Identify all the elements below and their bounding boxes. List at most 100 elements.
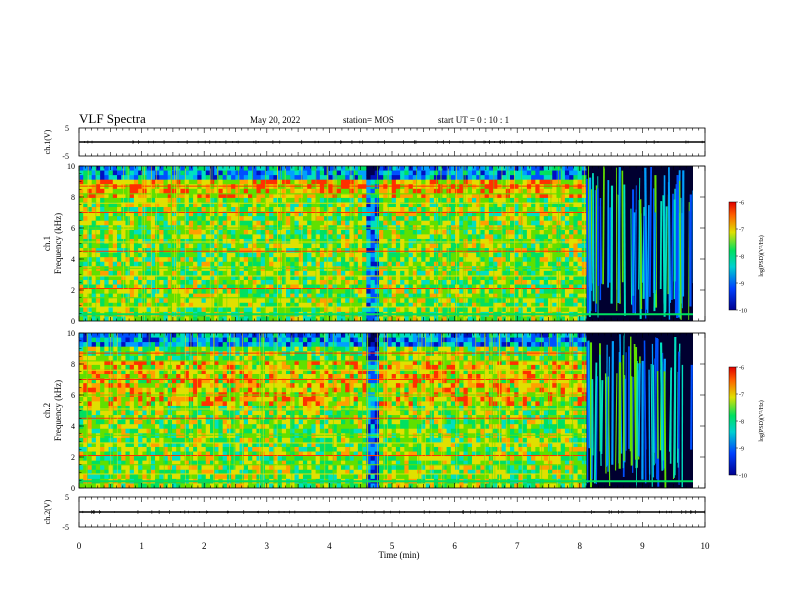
spectrogram-cell (357, 234, 363, 240)
spectrogram-cell (429, 234, 435, 240)
spectrogram-cell (531, 220, 536, 226)
spectrogram-cell (560, 234, 566, 240)
spectrogram-cell (387, 261, 393, 267)
spectrogram-cell (535, 211, 540, 217)
spectrogram-cell (336, 207, 342, 212)
spectrogram-cell (493, 275, 498, 281)
spectrogram-cell (125, 170, 131, 176)
spectrogram-cell (193, 193, 198, 199)
spectrogram-cell (129, 302, 135, 308)
spectrogram-cell (260, 184, 266, 190)
spectrogram-cell (91, 234, 97, 240)
spectrogram-cell (383, 284, 388, 290)
spectrogram-cell (298, 279, 304, 285)
spectrogram-cell (256, 207, 262, 212)
spectrogram-cell (133, 179, 139, 185)
spectrogram-cell (522, 220, 528, 226)
spectrogram-cell (488, 234, 494, 240)
spectrogram-cell (400, 238, 405, 244)
spectrogram-cell (188, 279, 194, 285)
spectrogram-cell (95, 483, 101, 488)
spectrogram-cell (535, 238, 540, 244)
spectrogram-cell (353, 257, 359, 263)
spectrogram-cell (438, 302, 443, 308)
spectrogram-cell (264, 234, 270, 240)
spectrogram-cell (459, 166, 464, 171)
spectrogram-cell (463, 289, 469, 295)
spectrogram-cell (83, 202, 88, 208)
spectrogram-cell (290, 184, 295, 190)
spectrogram-cell (125, 302, 131, 308)
spectrogram-cell (497, 184, 502, 190)
spectrogram-cell (79, 193, 84, 199)
spectrogram-cell (357, 184, 363, 190)
spectrogram-cell (522, 284, 528, 290)
spectrogram-cell (577, 307, 583, 313)
spectrogram-cell (328, 302, 333, 308)
spectrogram-cell (324, 207, 329, 212)
spectrogram-cell (167, 220, 173, 226)
spectrogram-cell (324, 248, 329, 254)
spectrogram-cell (100, 229, 105, 235)
spectrogram-cell (577, 216, 583, 222)
spectrogram-cell (218, 316, 224, 321)
spectrogram-cell (188, 216, 194, 222)
spectrogram-cell (328, 216, 333, 222)
spectrogram-cell (281, 179, 287, 185)
spectrogram-cell (374, 188, 380, 194)
spectrogram-cell (442, 279, 448, 285)
spectrogram-cell (108, 243, 114, 249)
spectrogram-cell (349, 216, 355, 222)
spectrogram-cell (324, 252, 329, 258)
spectrogram-cell (467, 270, 473, 276)
spectrogram-cell (357, 238, 363, 244)
spectrogram-cell (383, 289, 388, 295)
spectrogram-cell (362, 298, 367, 304)
spectrogram-cell (324, 238, 329, 244)
spectrogram-cell (577, 202, 583, 208)
spectrogram-cell (353, 234, 359, 240)
spectrogram-cell (387, 170, 393, 176)
spectrogram-cell (395, 188, 401, 194)
spectrogram-cell (518, 298, 524, 304)
spectrogram-cell (535, 216, 540, 222)
spectrogram-cell (218, 175, 224, 181)
spectrogram-cell (328, 175, 333, 181)
spectrogram-cell (412, 238, 418, 244)
spectrogram-cell (260, 284, 266, 290)
spectrogram-cell (243, 184, 249, 190)
spectrogram-cell (417, 257, 422, 263)
spectrogram-cell (188, 248, 194, 254)
spectrogram-cell (417, 175, 422, 181)
spectrogram-cell (150, 298, 156, 304)
spectrogram-cell (476, 207, 481, 212)
spectrogram-cell (374, 197, 380, 203)
spectrogram-cell (463, 175, 469, 181)
spectrogram-cell (193, 229, 198, 235)
spectrogram-cell (243, 270, 249, 276)
spectrogram-cell (522, 257, 528, 263)
spectrogram-cell (577, 238, 583, 244)
spectrogram-cell (340, 234, 346, 240)
spectrogram-cell (328, 298, 333, 304)
spectrogram-cell (87, 298, 93, 304)
spectrogram-cell (112, 252, 118, 258)
spectrogram-cell (100, 257, 105, 263)
spectrogram-cell (497, 207, 502, 212)
spectrogram-cell (218, 220, 224, 226)
spectrogram-cell (324, 166, 329, 171)
spectrogram-cell (548, 307, 553, 313)
spectrogram-cell (345, 279, 350, 285)
spectrogram-cell (100, 243, 105, 249)
spectrogram-cell (446, 316, 452, 321)
spectrogram-cell (302, 202, 308, 208)
spectrogram-cell (277, 270, 283, 276)
spectrogram-cell (218, 184, 224, 190)
spectrogram-cell (450, 207, 456, 212)
spectrogram-cell (222, 207, 228, 212)
spectrogram-cell (133, 302, 139, 308)
spectrogram-cell (311, 257, 317, 263)
spectrogram-cell (446, 211, 452, 217)
spectrogram-cell (218, 275, 224, 281)
spectrogram-cell (560, 216, 566, 222)
